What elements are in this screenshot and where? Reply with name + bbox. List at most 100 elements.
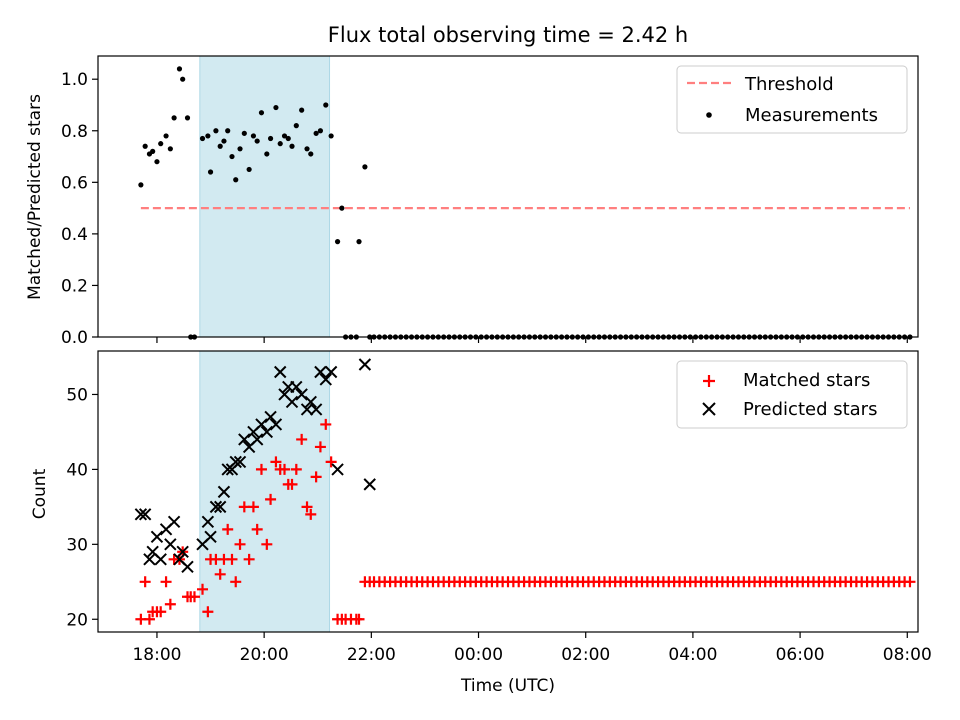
- bottom-axes-frame: [97, 350, 919, 633]
- bottom-shaded-interval: [199, 350, 331, 633]
- x-tick-label: 04:00: [668, 645, 717, 665]
- measurement-point: [229, 153, 235, 160]
- matched-star-point: [188, 591, 200, 603]
- measurement-point: [293, 123, 299, 129]
- measurement-point: [277, 141, 283, 147]
- measurement-point: [138, 182, 144, 188]
- measurement-point: [254, 138, 260, 144]
- y-tick-label: 0.8: [61, 122, 88, 142]
- predicted-star-point: [217, 485, 231, 499]
- matched-star-point: [202, 606, 214, 618]
- matched-star-point: [904, 576, 916, 588]
- top-axes-frame: [97, 55, 919, 338]
- predicted-star-point: [209, 500, 223, 514]
- y-tick-label: 1.0: [61, 70, 88, 90]
- measurement-point: [339, 205, 345, 211]
- bottom-matched-layer: [135, 418, 916, 625]
- measurement-point: [273, 104, 279, 111]
- matched-star-point: [265, 493, 277, 505]
- matched-star-point: [164, 598, 176, 610]
- predicted-star-point: [285, 395, 299, 409]
- predicted-star-point: [233, 455, 247, 469]
- y-tick-label: 40: [66, 460, 88, 480]
- bottom-legend: Matched stars Predicted stars: [676, 360, 908, 429]
- legend-predicted-label: Predicted stars: [743, 399, 877, 420]
- top-legend-box: [676, 65, 908, 134]
- measurement-point: [241, 130, 247, 136]
- matched-star-point: [353, 613, 365, 625]
- x-tick-label: 06:00: [776, 645, 825, 665]
- matched-star-point: [314, 441, 326, 453]
- top-shaded-interval: [199, 55, 331, 338]
- top-x-ticks: [156, 337, 908, 343]
- predicted-star-point: [143, 553, 156, 566]
- measurement-point: [184, 115, 191, 121]
- shaded-interval-rect: [199, 55, 331, 338]
- measurement-point: [167, 146, 173, 152]
- matched-star-point: [143, 613, 155, 625]
- x-tick-label: 08:00: [883, 645, 932, 665]
- y-tick-label: 30: [66, 535, 88, 555]
- measurement-point: [217, 143, 223, 149]
- predicted-star-point: [201, 515, 215, 529]
- matched-star-point: [261, 538, 273, 550]
- predicted-star-point: [295, 388, 308, 401]
- y-tick-label: 0.6: [61, 173, 88, 193]
- matched-star-point: [222, 523, 234, 535]
- x-tick-label: 20:00: [240, 645, 289, 665]
- matched-star-point: [286, 478, 298, 490]
- measurement-point: [213, 128, 219, 134]
- predicted-star-point: [363, 478, 376, 491]
- matched-star-point: [251, 523, 263, 535]
- top-y-ticks: 0.0 0.2 0.4 0.6 0.8 1.0: [61, 70, 98, 348]
- bottom-predicted-layer: [134, 358, 376, 574]
- matched-star-point: [230, 576, 242, 588]
- shaded-interval-rect: [199, 350, 331, 633]
- matched-star-point: [301, 501, 313, 513]
- bottom-y-ticks: 20 30 40 50: [66, 385, 98, 630]
- measurement-point: [158, 141, 164, 147]
- matched-star-point: [310, 471, 322, 483]
- predicted-star-point: [154, 553, 167, 566]
- predicted-star-point: [304, 395, 317, 409]
- predicted-star-point: [176, 545, 189, 559]
- matched-star-point: [320, 418, 332, 430]
- measurement-point: [176, 66, 183, 72]
- legend-measurements-label: Measurements: [745, 105, 878, 126]
- y-tick-label: 0.4: [61, 225, 88, 245]
- y-tick-label: 20: [66, 610, 88, 630]
- matched-star-point: [296, 433, 308, 445]
- predicted-star-point: [229, 455, 242, 469]
- matched-star-point: [279, 463, 291, 475]
- x-tick-label: 02:00: [561, 645, 610, 665]
- y-tick-label: 50: [66, 385, 88, 405]
- measurement-point: [281, 133, 288, 139]
- predicted-star-point: [250, 433, 264, 446]
- predicted-star-point: [181, 560, 194, 574]
- predicted-star-point: [319, 373, 332, 386]
- bottom-y-axis-label: Count: [30, 468, 50, 519]
- x-tick-label: 18:00: [132, 645, 181, 665]
- predicted-star-point: [269, 418, 283, 431]
- predicted-star-point: [290, 380, 303, 394]
- measurement-point: [154, 159, 160, 165]
- matched-star-point: [214, 568, 226, 580]
- legend-measurements-swatch: [706, 112, 712, 118]
- measurement-point: [328, 133, 334, 139]
- matched-star-point: [305, 508, 317, 520]
- measurement-point: [250, 133, 257, 139]
- measurement-point: [304, 146, 310, 152]
- predicted-star-point: [331, 463, 344, 476]
- predicted-star-point: [264, 410, 277, 424]
- measurement-point: [237, 146, 243, 152]
- measurement-point: [289, 143, 295, 149]
- bottom-panel: 20 30 40 50 18:00 20:00 22:00 00:00 02:00 04:00 0…: [30, 350, 932, 696]
- predicted-star-point: [255, 418, 268, 431]
- predicted-star-point: [238, 433, 251, 446]
- predicted-star-point: [300, 403, 314, 416]
- measurement-point: [334, 239, 341, 245]
- x-tick-label: 22:00: [347, 645, 396, 665]
- matched-star-point: [139, 576, 151, 588]
- measurement-point: [142, 143, 148, 149]
